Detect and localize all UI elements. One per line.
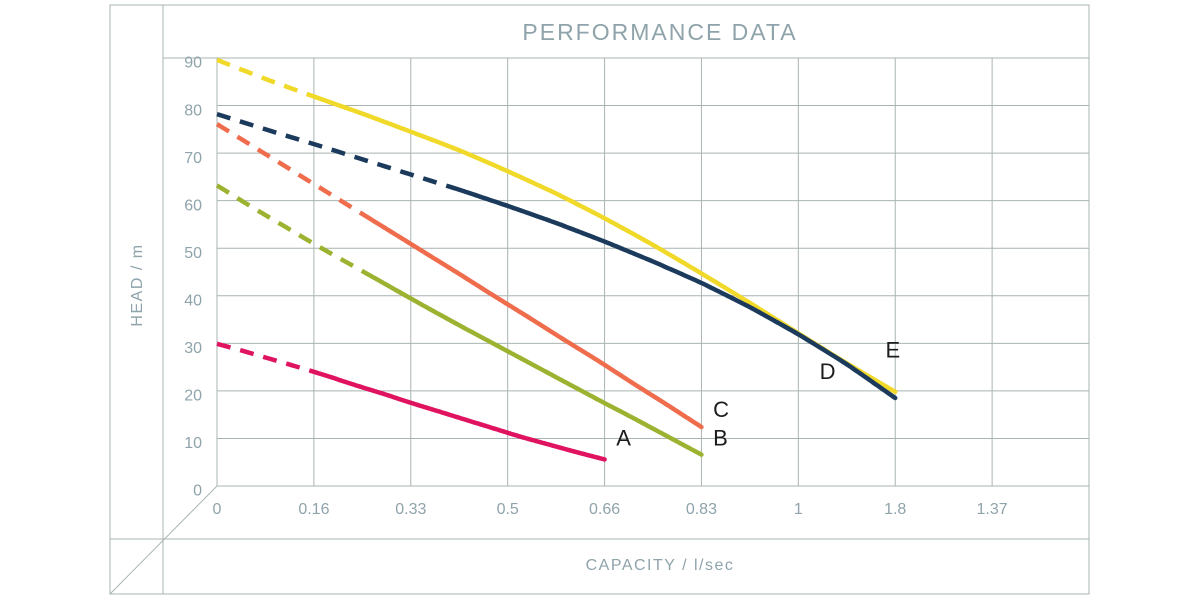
svg-text:60: 60 bbox=[184, 197, 202, 214]
svg-text:C: C bbox=[713, 397, 729, 422]
svg-text:0: 0 bbox=[193, 483, 202, 500]
svg-text:90: 90 bbox=[184, 55, 202, 72]
svg-text:0: 0 bbox=[213, 501, 222, 518]
svg-text:10: 10 bbox=[184, 435, 202, 452]
svg-text:PERFORMANCE DATA: PERFORMANCE DATA bbox=[522, 19, 797, 45]
svg-text:50: 50 bbox=[184, 245, 202, 262]
svg-text:E: E bbox=[886, 338, 901, 363]
svg-text:40: 40 bbox=[184, 293, 202, 310]
svg-text:CAPACITY / l/sec: CAPACITY / l/sec bbox=[586, 557, 735, 574]
svg-text:1.8: 1.8 bbox=[884, 501, 906, 518]
svg-text:B: B bbox=[713, 426, 728, 451]
svg-text:20: 20 bbox=[184, 388, 202, 405]
svg-text:0.66: 0.66 bbox=[589, 501, 620, 518]
svg-text:30: 30 bbox=[184, 340, 202, 357]
svg-text:0.5: 0.5 bbox=[497, 501, 519, 518]
svg-text:HEAD / m: HEAD / m bbox=[129, 243, 146, 326]
svg-text:1.37: 1.37 bbox=[977, 501, 1008, 518]
svg-text:D: D bbox=[820, 359, 836, 384]
svg-text:0.33: 0.33 bbox=[395, 501, 426, 518]
svg-text:A: A bbox=[616, 426, 631, 451]
svg-text:1: 1 bbox=[794, 501, 803, 518]
svg-text:0.83: 0.83 bbox=[686, 501, 717, 518]
svg-text:0.16: 0.16 bbox=[298, 501, 329, 518]
svg-text:80: 80 bbox=[184, 102, 202, 119]
svg-text:70: 70 bbox=[184, 150, 202, 167]
